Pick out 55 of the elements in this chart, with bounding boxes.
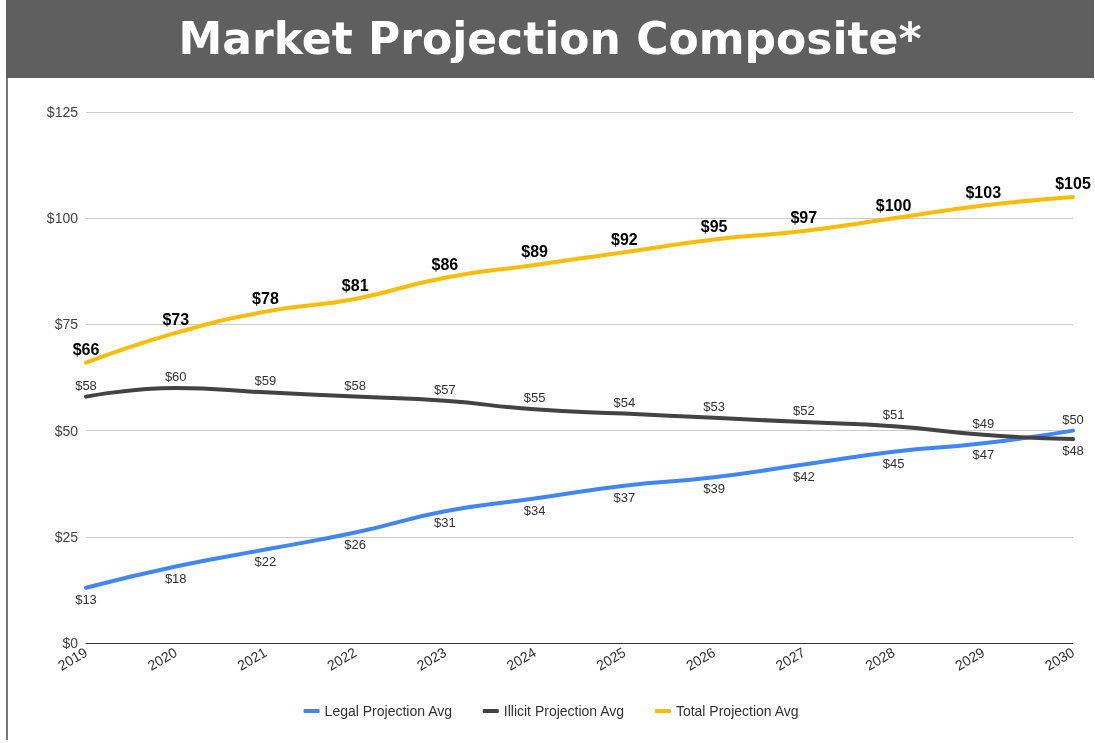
data-label: $45 xyxy=(882,455,905,471)
y-tick-label: $50 xyxy=(54,422,79,439)
data-label: $54 xyxy=(613,394,636,410)
y-tick-label: $25 xyxy=(54,528,79,545)
data-label: $26 xyxy=(344,536,367,552)
data-label: $53 xyxy=(703,398,725,414)
data-label: $47 xyxy=(972,447,995,463)
data-label: $50 xyxy=(1062,411,1084,427)
y-tick-label: $100 xyxy=(46,210,79,227)
y-tick-label: $0 xyxy=(62,635,79,651)
data-label: $57 xyxy=(434,381,456,397)
data-label: $13 xyxy=(75,591,97,607)
y-tick-label: $125 xyxy=(46,104,79,120)
data-label: $66 xyxy=(72,341,100,359)
x-tick-label: 2030 xyxy=(1042,643,1078,674)
data-label: $86 xyxy=(431,256,459,274)
data-label: $103 xyxy=(965,183,1002,201)
data-label: $31 xyxy=(434,515,456,531)
data-label: $51 xyxy=(882,407,905,423)
chart-title: Market Projection Composite* xyxy=(6,0,1094,78)
x-tick-label: 2024 xyxy=(503,643,539,674)
x-tick-label: 2021 xyxy=(234,643,270,674)
x-tick-label: 2029 xyxy=(952,643,988,674)
x-tick-label: 2020 xyxy=(144,643,180,674)
legend-label: Legal Projection Avg xyxy=(324,703,453,719)
data-label: $59 xyxy=(254,373,277,389)
data-label: $58 xyxy=(75,377,97,393)
x-tick-label: 2026 xyxy=(683,643,719,674)
data-label: $34 xyxy=(523,502,546,518)
x-tick-label: 2022 xyxy=(324,643,360,674)
y-tick-label: $75 xyxy=(54,316,79,333)
x-tick-label: 2023 xyxy=(413,643,450,674)
data-label: $73 xyxy=(162,311,190,329)
data-label: $105 xyxy=(1055,175,1091,193)
data-label: $49 xyxy=(972,415,995,431)
data-label: $60 xyxy=(164,369,187,385)
data-label: $89 xyxy=(521,243,549,261)
data-label: $58 xyxy=(344,377,367,393)
legend-label: Total Projection Avg xyxy=(675,703,799,719)
data-label: $52 xyxy=(792,403,815,419)
data-label: $81 xyxy=(341,277,369,295)
x-tick-label: 2028 xyxy=(862,643,898,674)
data-label: $92 xyxy=(611,230,638,248)
data-label: $78 xyxy=(252,290,279,308)
legend-label: Illicit Projection Avg xyxy=(503,703,625,719)
data-label: $100 xyxy=(875,196,912,214)
data-label: $18 xyxy=(164,570,187,586)
data-label: $39 xyxy=(703,481,725,497)
data-label: $22 xyxy=(254,553,277,569)
data-label: $95 xyxy=(700,217,728,235)
data-label: $55 xyxy=(523,390,546,406)
data-label: $42 xyxy=(792,468,815,484)
data-label: $48 xyxy=(1062,443,1084,459)
data-label: $97 xyxy=(790,209,818,227)
data-label: $37 xyxy=(613,489,636,505)
